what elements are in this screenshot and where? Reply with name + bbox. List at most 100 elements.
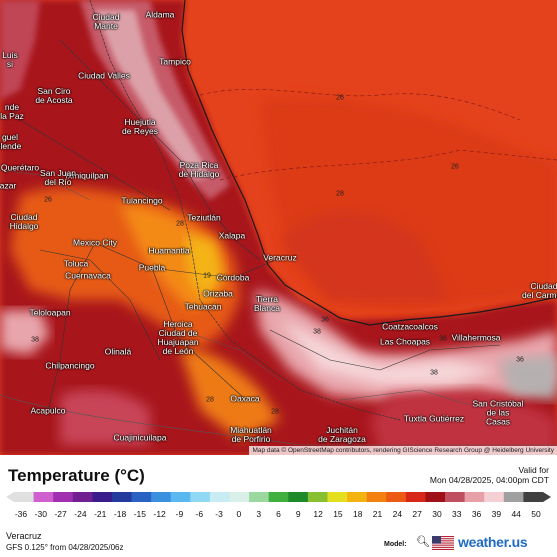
contour-label: 38 xyxy=(313,328,321,336)
colorbar-tick: 15 xyxy=(333,509,343,519)
colorbar-swatch xyxy=(523,492,543,502)
city-label: Querétaro xyxy=(0,162,40,173)
colorbar-swatch xyxy=(190,492,211,502)
colorbar-swatch xyxy=(131,492,152,502)
colorbar-min-cap xyxy=(6,492,14,502)
colorbar-tick: -24 xyxy=(74,509,87,519)
brand-logo[interactable]: weather.us xyxy=(458,534,528,550)
city-label: Tulancingo xyxy=(121,195,163,206)
colorbar-tick: 50 xyxy=(531,509,541,519)
colorbar-swatch xyxy=(503,492,524,502)
contour-label: 26 xyxy=(336,94,344,102)
colorbar-tick: 12 xyxy=(313,509,323,519)
city-label: Heroica Ciudad de Huajuapan de León xyxy=(157,319,199,356)
city-label: Mexico City xyxy=(73,237,117,248)
city-label: Olinalá xyxy=(104,346,132,357)
colorbar-tick: -3 xyxy=(215,509,223,519)
city-label: San Ciro de Acosta xyxy=(35,86,73,105)
colorbar-ticks: -36 -30 -27 -24 -21 -18 -15 -12 -9 -6 -3 0 3 6 9 12 15 18… xyxy=(14,509,543,521)
contour-label: 28 xyxy=(271,408,279,416)
contour-label: 28 xyxy=(206,396,214,404)
city-label: San Cristóbal de las Casas xyxy=(472,398,524,427)
colorbar-swatch xyxy=(307,492,328,502)
colorbar-tick: 18 xyxy=(352,509,363,519)
city-label: Teziutlán xyxy=(187,212,221,223)
contour-label: 38 xyxy=(430,369,438,377)
contour-label: 36 xyxy=(321,316,329,324)
colorbar-tick: -30 xyxy=(34,509,47,519)
colorbar-swatch xyxy=(405,492,426,502)
model-label: Model: xyxy=(384,541,407,548)
colorbar-swatch xyxy=(366,492,387,502)
city-label: Teloloapan xyxy=(29,307,71,318)
colorbar-tick: 39 xyxy=(491,509,502,519)
city-label: Aldama xyxy=(145,9,175,20)
colorbar-swatch xyxy=(386,492,407,502)
colorbar-tick: 0 xyxy=(236,509,242,519)
temperature-map[interactable]: Ciudad Mante Aldama Tampico Luis si Ciudad Val… xyxy=(0,0,557,455)
colorbar-swatch xyxy=(327,492,348,502)
contour-label: 26 xyxy=(44,196,52,204)
city-label: Xalapa xyxy=(218,230,246,241)
temperature-colorbar xyxy=(14,492,543,502)
colorbar-tick: 30 xyxy=(432,509,442,519)
colorbar-tick: -36 xyxy=(14,509,28,519)
city-label: Chilpancingo xyxy=(45,360,95,371)
city-label: Ixmiquilpan xyxy=(65,170,109,181)
city-label: Oaxaca xyxy=(230,393,260,404)
city-label: Huamantla xyxy=(148,245,190,256)
colorbar-max-cap xyxy=(543,492,551,502)
city-label: Ciudad Mante xyxy=(92,12,120,31)
legend-title: Temperature (°C) xyxy=(8,466,145,485)
colorbar-swatch xyxy=(53,492,74,502)
city-label: Tierra Blanca xyxy=(254,294,280,313)
colorbar-tick: -27 xyxy=(54,509,67,519)
colorbar-tick: -21 xyxy=(94,509,107,519)
city-label: Tehuacán xyxy=(184,301,222,312)
us-flag-icon[interactable] xyxy=(432,536,454,550)
colorbar-swatch xyxy=(445,492,466,502)
city-label: guel llende xyxy=(0,132,22,151)
city-label: Córdoba xyxy=(216,272,250,283)
location-name: Veracruz xyxy=(6,531,42,541)
model-source: GFS 0.125° from 04/28/2025/06z xyxy=(6,543,124,552)
colorbar-swatch xyxy=(484,492,505,502)
map-attribution: Map data © OpenStreetMap contributors, r… xyxy=(249,446,557,455)
colorbar-swatch xyxy=(14,492,35,502)
colorbar-swatch xyxy=(72,492,93,502)
city-label: Tuxtla Gutiérrez xyxy=(403,413,465,424)
city-label: Toluca xyxy=(63,258,89,269)
colorbar-tick: 24 xyxy=(392,509,403,519)
contour-label: 36 xyxy=(439,335,447,343)
colorbar-swatch xyxy=(249,492,270,502)
colorbar-tick: 33 xyxy=(452,509,462,519)
contour-label: 28 xyxy=(176,220,184,228)
valid-time-block: Valid for Mon 04/28/2025, 04:00pm CDT xyxy=(430,465,549,485)
colorbar-swatch xyxy=(229,492,250,502)
valid-time: Mon 04/28/2025, 04:00pm CDT xyxy=(429,475,549,485)
city-label: Cuernavaca xyxy=(65,270,111,281)
colorbar-tick: -12 xyxy=(153,509,166,519)
city-label: nde la Paz xyxy=(0,102,24,121)
valid-label: Valid for xyxy=(518,465,549,475)
contour-label: 19 xyxy=(203,272,211,280)
colorbar-swatch xyxy=(92,492,113,502)
colorbar-swatch xyxy=(268,492,289,502)
city-label: Miahuatlán de Porfirio xyxy=(230,425,272,444)
colorbar-tick: 44 xyxy=(511,509,521,519)
city-label: Juchitán de Zaragoza xyxy=(318,425,366,444)
colorbar-tick: 21 xyxy=(372,509,383,519)
city-label: Luis si xyxy=(2,50,18,69)
colorbar-swatch xyxy=(425,492,446,502)
magnifier-icon[interactable]: 🔍︎ xyxy=(416,536,430,548)
colorbar-swatch xyxy=(33,492,54,502)
colorbar-swatch xyxy=(170,492,191,502)
city-label: Puebla xyxy=(138,262,166,273)
city-label: Tampico xyxy=(159,56,191,67)
colorbar-tick: 6 xyxy=(276,509,281,519)
colorbar-swatch xyxy=(151,492,172,502)
contour-label: 26 xyxy=(451,163,459,171)
city-label: Huejutla de Reyes xyxy=(122,117,158,136)
colorbar-swatch xyxy=(209,492,231,502)
